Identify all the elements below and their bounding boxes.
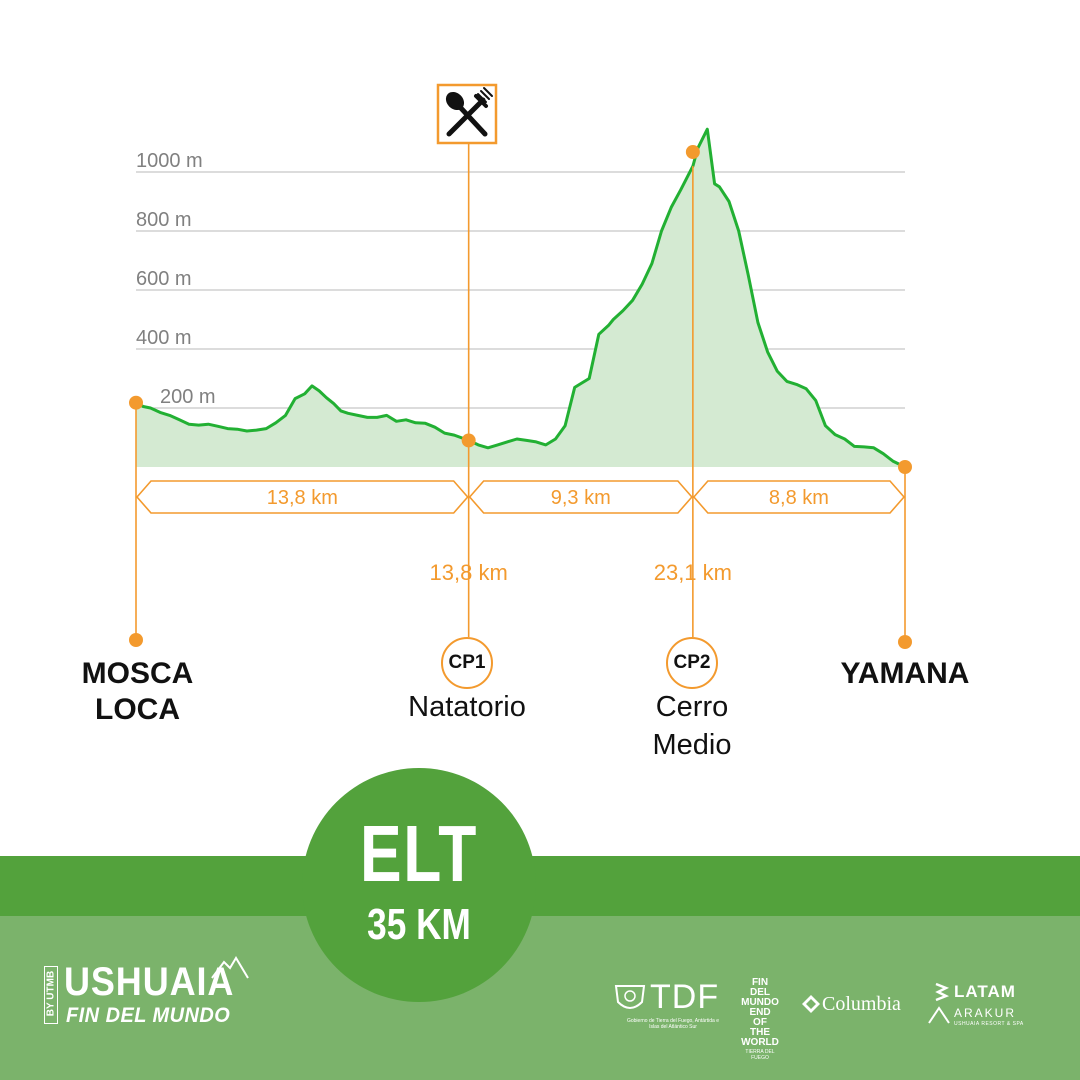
checkpoint-guides: [135, 143, 906, 642]
segment-label: 8,8 km: [769, 487, 829, 509]
arakur-mountain-icon: [928, 1006, 950, 1024]
checkpoint-markers: [129, 145, 912, 649]
sponsor-latam: LATAM: [934, 982, 1034, 1004]
sponsor-arakur-name: ARAKUR: [954, 1006, 1017, 1020]
tdf-crest-icon: [614, 985, 646, 1009]
elevation-profile-chart: 200 m 400 m 600 m 800 m 1000 m 13,8 km 9,3 km…: [129, 83, 912, 649]
segment-arrow: [692, 480, 906, 514]
sponsor-arakur: ARAKUR USHUAIA RESORT & SPA: [928, 1006, 1032, 1032]
y-tick-label: 200 m: [160, 386, 216, 408]
race-distance: 35 KM: [367, 900, 471, 949]
race-badge: [302, 768, 536, 1002]
brand-sub: FIN DEL MUNDO: [66, 1004, 231, 1027]
segment-label: 9,3 km: [551, 487, 611, 509]
start-place-line2: LOCA: [95, 693, 180, 726]
checkpoint-km-label: 23,1 km: [654, 560, 732, 585]
brand-main: USHUAIA: [64, 960, 235, 1004]
y-tick-label: 800 m: [136, 209, 192, 231]
segment-arrow: [468, 480, 693, 514]
sponsor-arakur-caption: USHUAIA RESORT & SPA: [954, 1021, 1024, 1027]
start-place-marker: [129, 633, 143, 647]
sponsor-findelmundo: FIN DEL MUNDO END OF THE WORLD TIERRA DE…: [736, 978, 784, 1062]
cp2-name: Cerro Medio: [610, 688, 774, 764]
finish-profile-marker: [898, 460, 912, 474]
cp1-name: Natatorio: [408, 691, 526, 723]
cp1-profile-marker: [461, 433, 476, 448]
start-profile-marker: [129, 395, 143, 410]
start-place: MOSCA LOCA: [60, 656, 215, 728]
cp2-name-line1: Cerro: [655, 691, 729, 723]
columbia-diamond-icon: [802, 995, 820, 1013]
sponsor-latam-name: LATAM: [954, 982, 1016, 1001]
footer-band: [0, 916, 1080, 1080]
race-name: ELT: [360, 809, 478, 898]
ushuaia-logo: BY UTMB USHUAIA FIN DEL MUNDO: [44, 956, 254, 1034]
latam-wing-icon: [935, 982, 950, 1002]
sponsor-findelmundo-caption: TIERRA DEL FUEGO: [745, 1049, 775, 1061]
y-tick-label: 400 m: [136, 327, 192, 349]
checkpoint-km-label: 13,8 km: [430, 560, 508, 585]
segment-arrows: 13,8 km 9,3 km 8,8 km 13,8 km 23,1 km: [135, 480, 906, 585]
cp2-badge: CP2: [666, 637, 718, 689]
cp1-badge: CP1: [441, 637, 493, 689]
aid-station: [436, 83, 498, 145]
footer-band-top: [0, 856, 1080, 916]
finish-place: YAMANA: [840, 657, 970, 690]
brand-by: BY UTMB: [45, 970, 57, 1017]
sponsor-columbia-name: Columbia: [822, 993, 901, 1015]
grid-lines: [136, 171, 905, 409]
cp2-name-line2: Medio: [652, 729, 732, 761]
start-place-line1: MOSCA: [81, 657, 194, 690]
mountain-icon: [211, 956, 249, 979]
y-tick-label: 1000 m: [136, 150, 203, 172]
sponsor-tdf-caption: Gobierno de Tierra del Fuego, Antártida …: [626, 1018, 719, 1030]
elevation-line: [135, 127, 906, 469]
utmb-tag: [44, 966, 58, 1024]
finish-place-marker: [898, 635, 912, 649]
elevation-area: [136, 129, 905, 467]
segment-arrow: [135, 480, 469, 514]
fork-spoon-icon: [445, 87, 493, 137]
cp2-profile-marker: [685, 145, 700, 159]
sponsor-findelmundo-name: FIN DEL MUNDO END OF THE WORLD: [741, 977, 779, 1048]
sponsor-columbia: Columbia: [802, 993, 912, 1023]
sponsor-tdf: TDF Gobierno de Tierra del Fuego, Antárt…: [612, 978, 722, 1030]
y-axis-labels: 200 m 400 m 600 m 800 m 1000 m: [136, 150, 216, 408]
segment-label: 13,8 km: [267, 487, 338, 509]
sponsor-tdf-name: TDF: [650, 978, 720, 1016]
y-tick-label: 600 m: [136, 268, 192, 290]
